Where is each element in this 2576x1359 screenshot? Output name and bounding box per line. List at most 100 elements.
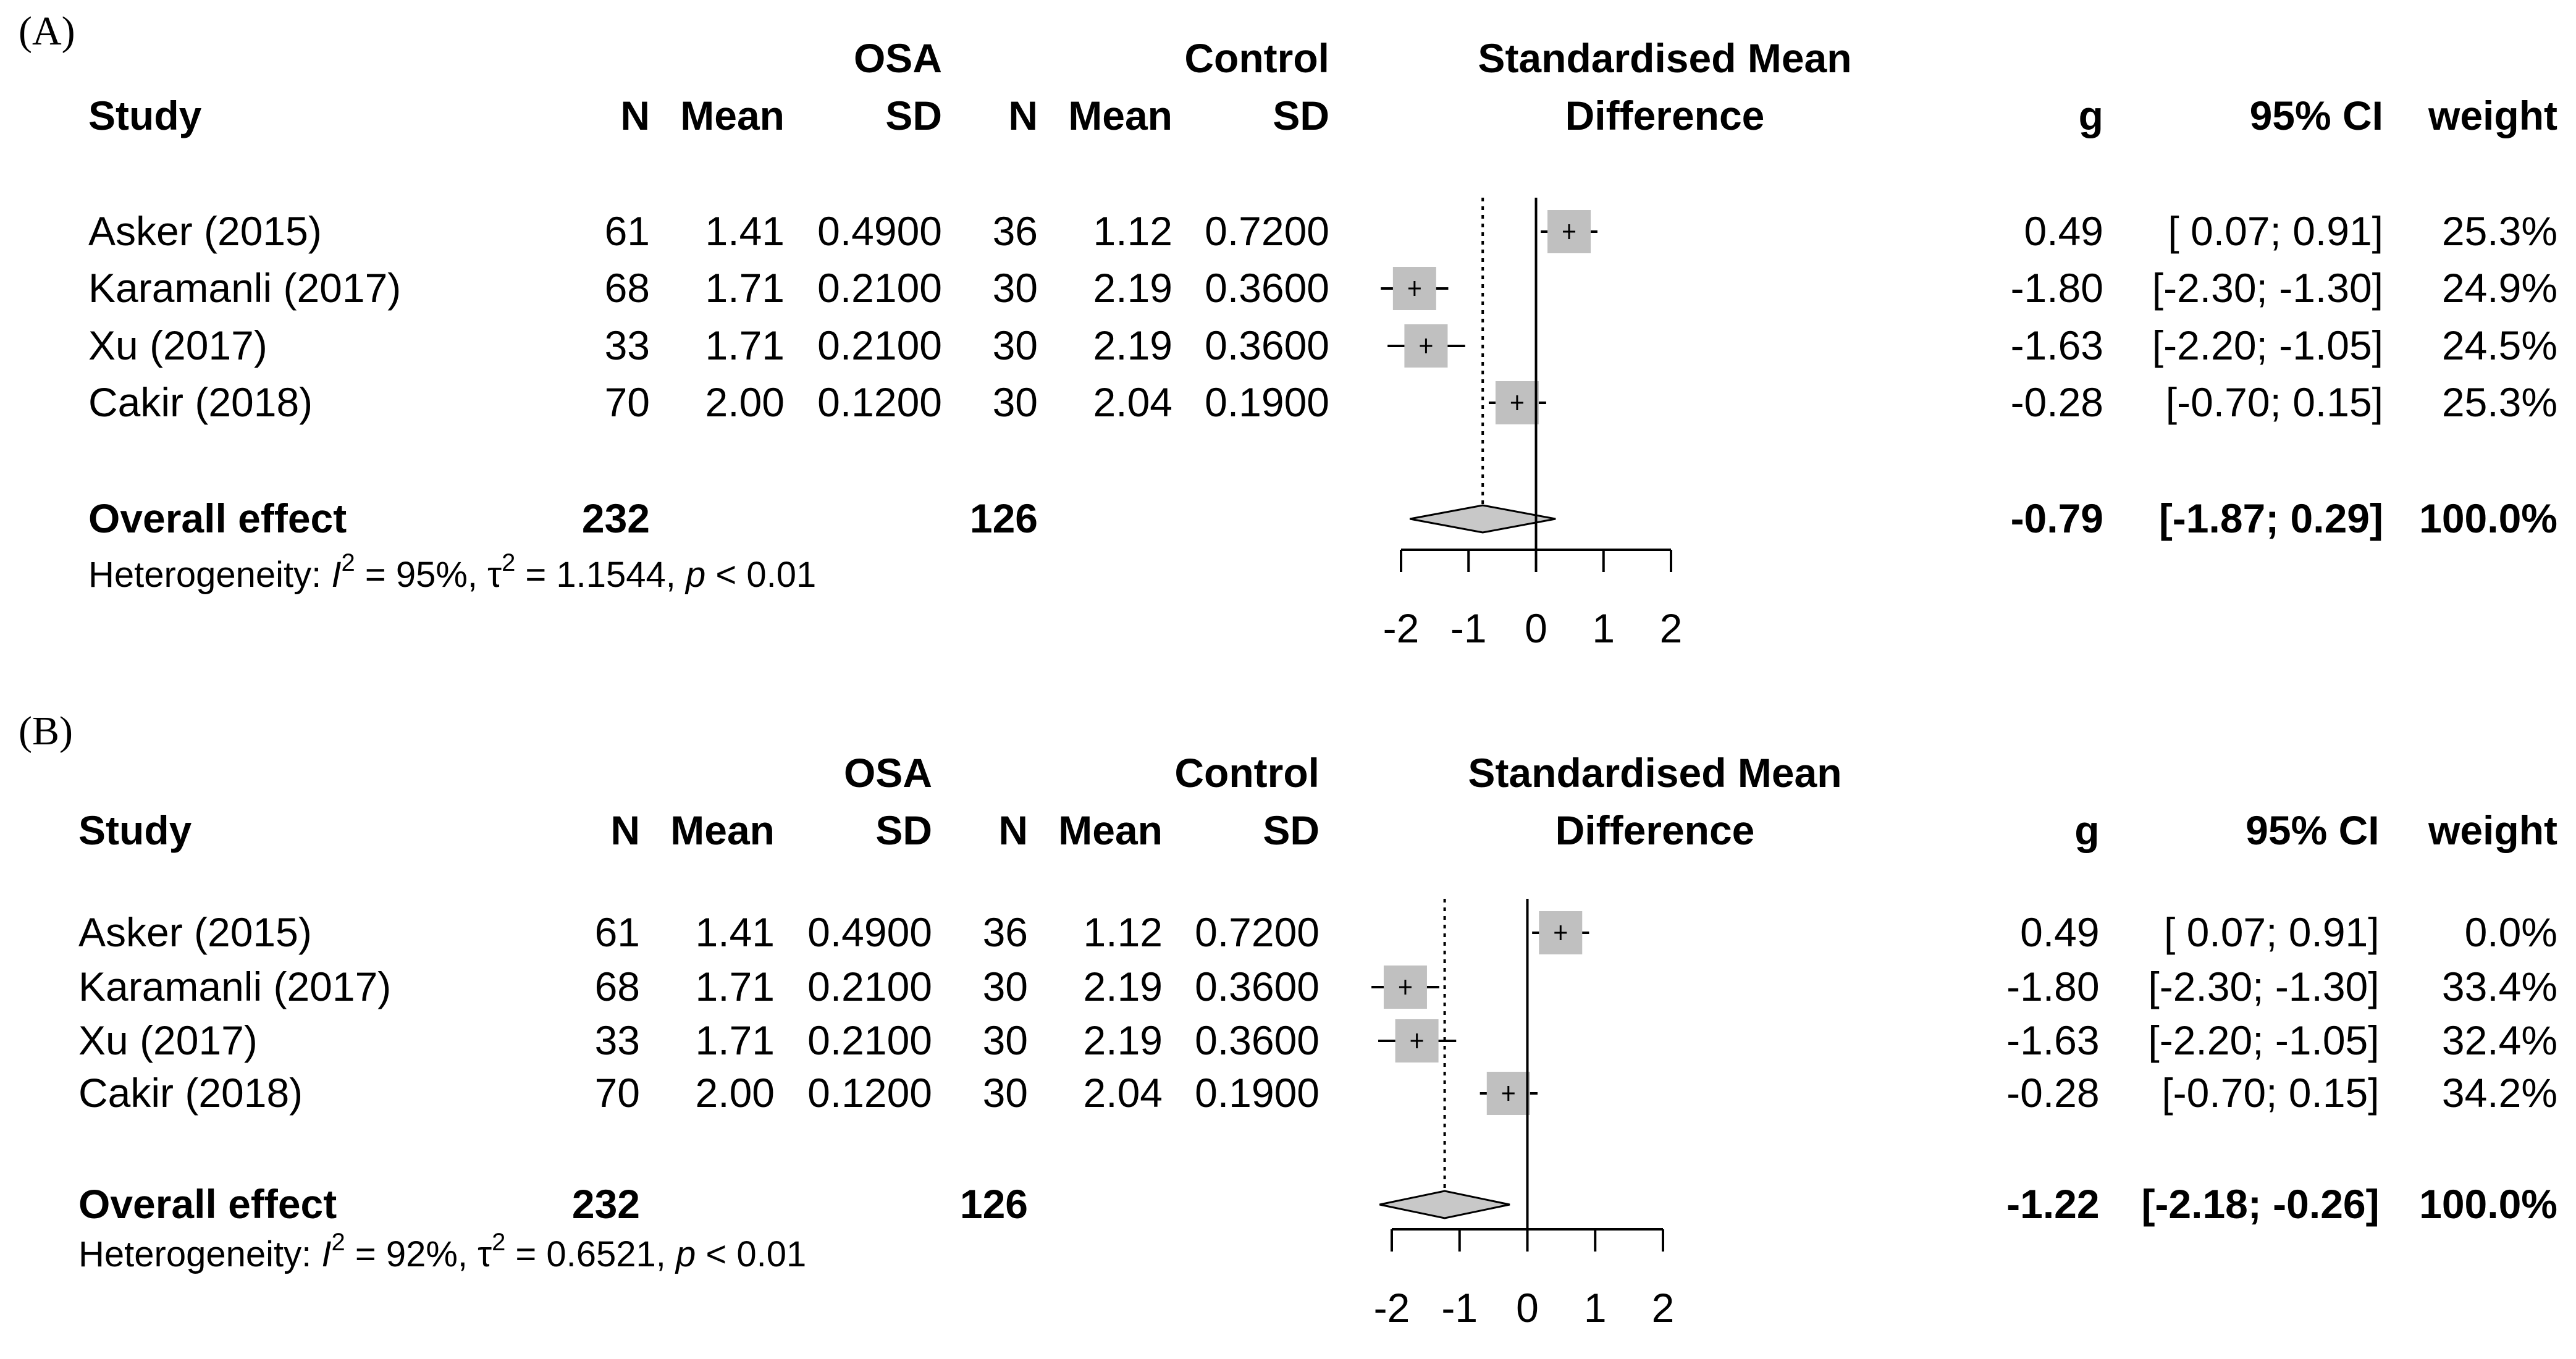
confidence-interval-value: [-2.30; -1.30] — [2148, 964, 2379, 1009]
control-n-value: 36 — [993, 208, 1038, 254]
x-axis-tick-label: 1 — [1592, 605, 1615, 651]
panel-label: (A) — [19, 9, 75, 54]
overall-effect-label: Overall effect — [88, 495, 347, 541]
column-header-osa-sd: SD — [875, 807, 932, 853]
effect-size-value: -1.63 — [2011, 322, 2103, 368]
x-axis-tick-label: 0 — [1525, 605, 1547, 651]
control-mean-value: 2.19 — [1084, 964, 1163, 1009]
confidence-interval-value: [-0.70; 0.15] — [2166, 379, 2383, 425]
i-squared-symbol: I — [321, 1234, 331, 1274]
control-n-value: 30 — [993, 379, 1038, 425]
x-axis-tick-label: -2 — [1374, 1285, 1410, 1331]
weight-value: 33.4% — [2442, 964, 2557, 1009]
osa-n-value: 68 — [605, 265, 650, 311]
forest-panel-a: (A) OSA Control Standardised Mean Difference… — [19, 9, 2557, 651]
header-control: Control — [1184, 35, 1329, 81]
study-row: Asker (2015) 61 1.41 0.4900 36 1.12 0.7200 0.49… — [78, 909, 2557, 955]
column-header-osa-mean: Mean — [680, 93, 785, 138]
osa-n-value: 70 — [605, 379, 650, 425]
osa-sd-value: 0.1200 — [807, 1070, 932, 1116]
effect-size-value: -1.63 — [2006, 1017, 2099, 1063]
control-sd-value: 0.1900 — [1195, 1070, 1320, 1116]
heterogeneity-prefix: Heterogeneity: — [88, 555, 331, 595]
osa-mean-value: 2.00 — [705, 379, 785, 425]
study-name: Cakir (2018) — [88, 379, 313, 425]
heterogeneity-text: Heterogeneity: I2 = 95%, τ2 = 1.1544, p … — [88, 549, 816, 595]
column-header-g: g — [2074, 807, 2099, 853]
forest-panel-b: (B) OSA Control Standardised Mean Difference… — [19, 709, 2557, 1331]
column-header-osa-sd: SD — [885, 93, 942, 138]
overall-osa-n: 232 — [572, 1181, 640, 1227]
overall-effect-label: Overall effect — [78, 1181, 337, 1227]
column-header-ctrl-n: N — [998, 807, 1028, 853]
i-squared-value: = 92%, — [345, 1234, 478, 1274]
p-value: < 0.01 — [696, 1234, 806, 1274]
osa-sd-value: 0.4900 — [817, 208, 942, 254]
header-effect-line1: Standardised Mean — [1468, 750, 1842, 796]
study-name: Cakir (2018) — [78, 1070, 303, 1116]
osa-sd-value: 0.4900 — [807, 909, 932, 955]
osa-n-value: 61 — [595, 909, 640, 955]
control-n-value: 30 — [983, 1017, 1028, 1063]
confidence-interval-value: [-2.20; -1.05] — [2148, 1017, 2379, 1063]
osa-mean-value: 1.71 — [705, 265, 785, 311]
column-header-g: g — [2079, 93, 2103, 138]
osa-sd-value: 0.2100 — [807, 1017, 932, 1063]
tau-squared-value: = 1.1544, — [515, 555, 686, 595]
control-mean-value: 1.12 — [1093, 208, 1172, 254]
osa-mean-value: 1.71 — [696, 964, 775, 1009]
study-name: Asker (2015) — [88, 208, 322, 254]
control-sd-value: 0.3600 — [1205, 265, 1329, 311]
effect-size-value: -0.28 — [2006, 1070, 2099, 1116]
header-effect-line1: Standardised Mean — [1478, 35, 1851, 81]
overall-osa-n: 232 — [582, 495, 650, 541]
heterogeneity-prefix: Heterogeneity: — [78, 1234, 321, 1274]
tau-squared-exponent: 2 — [492, 1229, 505, 1256]
study-row: Cakir (2018) 70 2.00 0.1200 30 2.04 0.1900 -0.2… — [88, 379, 2557, 425]
weight-value: 25.3% — [2442, 379, 2557, 425]
tau-squared-symbol: τ — [487, 555, 502, 595]
i-squared-value: = 95%, — [355, 555, 487, 595]
x-axis-tick-label: -1 — [1450, 605, 1487, 651]
control-mean-value: 2.04 — [1093, 379, 1172, 425]
overall-effect-size: -1.22 — [2006, 1181, 2099, 1227]
confidence-interval-value: [-2.30; -1.30] — [2152, 265, 2383, 311]
i-squared-exponent: 2 — [331, 1229, 345, 1256]
osa-sd-value: 0.2100 — [817, 322, 942, 368]
header-control: Control — [1174, 750, 1320, 796]
tau-squared-symbol: τ — [478, 1234, 492, 1274]
weight-value: 24.9% — [2442, 265, 2557, 311]
study-name: Asker (2015) — [78, 909, 312, 955]
overall-effect-size: -0.79 — [2011, 495, 2103, 541]
i-squared-exponent: 2 — [341, 549, 355, 576]
osa-sd-value: 0.1200 — [817, 379, 942, 425]
tau-squared-value: = 0.6521, — [505, 1234, 676, 1274]
osa-mean-value: 1.41 — [696, 909, 775, 955]
confidence-interval-value: [-0.70; 0.15] — [2161, 1070, 2379, 1116]
control-n-value: 30 — [983, 1070, 1028, 1116]
column-header-ctrl-mean: Mean — [1058, 807, 1163, 853]
weight-value: 25.3% — [2442, 208, 2557, 254]
osa-mean-value: 2.00 — [696, 1070, 775, 1116]
header-osa: OSA — [854, 35, 942, 81]
column-header-osa-n: N — [610, 807, 640, 853]
study-name: Karamanli (2017) — [88, 265, 401, 311]
osa-n-value: 70 — [595, 1070, 640, 1116]
effect-size-value: -1.80 — [2011, 265, 2103, 311]
tau-squared-exponent: 2 — [502, 549, 515, 576]
x-axis-tick-label: 2 — [1652, 1285, 1675, 1331]
panel-label: (B) — [19, 709, 73, 754]
control-sd-value: 0.3600 — [1195, 964, 1320, 1009]
control-mean-value: 2.19 — [1084, 1017, 1163, 1063]
x-axis-tick-label: 2 — [1660, 605, 1683, 651]
heterogeneity-text: Heterogeneity: I2 = 92%, τ2 = 0.6521, p … — [78, 1229, 806, 1274]
control-sd-value: 0.1900 — [1205, 379, 1329, 425]
osa-n-value: 61 — [605, 208, 650, 254]
p-value-symbol: p — [684, 555, 705, 595]
effect-size-value: 0.49 — [2020, 909, 2099, 955]
control-mean-value: 2.19 — [1093, 265, 1172, 311]
study-name: Xu (2017) — [78, 1017, 258, 1063]
column-header-ci: 95% CI — [2250, 93, 2383, 138]
